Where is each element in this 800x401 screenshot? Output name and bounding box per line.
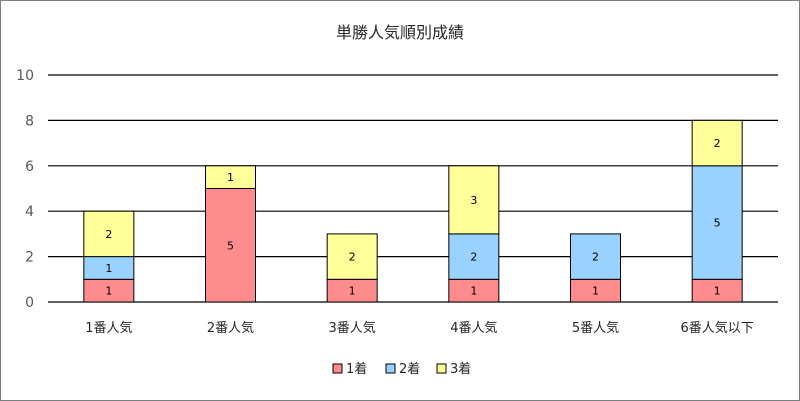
data-label: 5 xyxy=(714,217,721,230)
bar-segment xyxy=(326,233,378,280)
x-axis-categories: 1番人気 2番人気 3番人気 4番人気 5番人気 6番人気以下 xyxy=(85,320,754,336)
y-axis-ticks: 0 2 4 6 8 10 xyxy=(16,68,34,311)
data-label: 1 xyxy=(714,285,721,298)
data-label: 2 xyxy=(470,251,477,264)
legend-label: 1着 xyxy=(346,361,367,377)
x-category-label: 2番人気 xyxy=(207,320,254,336)
x-category-label: 3番人気 xyxy=(329,320,376,336)
legend-label: 2着 xyxy=(399,361,420,377)
bar-segment xyxy=(570,233,621,280)
data-label: 1 xyxy=(105,285,112,298)
y-tick-label: 4 xyxy=(25,204,34,220)
bar-segment xyxy=(83,210,135,258)
y-tick-label: 8 xyxy=(25,113,34,129)
data-label: 1 xyxy=(349,285,356,298)
legend-swatch xyxy=(436,363,447,374)
data-label: 5 xyxy=(227,239,234,252)
x-category-label: 1番人気 xyxy=(85,320,132,336)
y-tick-label: 10 xyxy=(16,68,34,84)
legend-label: 3着 xyxy=(450,361,471,377)
legend-swatch xyxy=(385,363,396,374)
legend-swatch xyxy=(332,363,343,374)
y-tick-label: 2 xyxy=(25,250,34,266)
bar-segment xyxy=(205,188,256,303)
bars: 1 1 2 5 1 1 2 1 2 3 1 2 1 5 2 xyxy=(83,119,743,303)
data-label: 1 xyxy=(470,285,477,298)
data-label: 1 xyxy=(227,171,234,184)
data-label: 2 xyxy=(714,137,721,150)
x-category-label: 5番人気 xyxy=(572,320,619,336)
data-label: 1 xyxy=(105,262,112,275)
data-label: 3 xyxy=(470,194,477,207)
y-tick-label: 0 xyxy=(25,295,34,311)
data-label: 2 xyxy=(349,251,356,264)
data-label: 2 xyxy=(105,228,112,241)
bar-segment xyxy=(691,165,743,280)
bar-segment xyxy=(205,165,256,190)
bar-segment xyxy=(691,119,743,167)
gridlines xyxy=(48,74,778,303)
bar-segment xyxy=(448,165,500,235)
chart-title: 単勝人気順別成績 xyxy=(336,23,464,42)
y-tick-label: 6 xyxy=(25,159,34,175)
x-category-label: 4番人気 xyxy=(450,320,497,336)
x-category-label: 6番人気以下 xyxy=(681,320,754,336)
data-label: 2 xyxy=(592,251,599,264)
legend: 1着 2着 3着 xyxy=(332,361,471,377)
data-label: 1 xyxy=(592,285,599,298)
